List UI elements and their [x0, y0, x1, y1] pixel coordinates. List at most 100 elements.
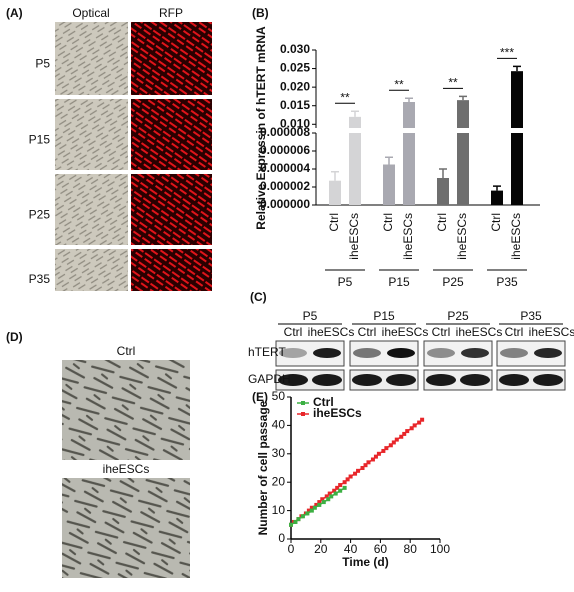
marker — [333, 491, 338, 496]
marker — [317, 500, 322, 505]
significance: ** — [394, 77, 404, 91]
y-tick-label: 0.000008 — [260, 125, 310, 139]
y-tick-label: 40 — [272, 418, 286, 432]
band — [499, 374, 529, 386]
x-tick-label: P25 — [442, 275, 464, 289]
y-tick-label: 50 — [272, 389, 286, 403]
optical-image — [55, 174, 128, 245]
marker — [338, 488, 343, 493]
marker — [335, 485, 340, 490]
y-axis-label: Relative Expressin of hTERT mRNA — [254, 26, 268, 230]
x-tick-label: 40 — [344, 542, 358, 556]
marker — [342, 485, 347, 490]
marker — [345, 477, 350, 482]
y-tick-label: 0 — [278, 531, 285, 545]
band — [460, 374, 490, 386]
error-bar — [459, 95, 467, 101]
bar — [437, 178, 449, 205]
y-tick-label: 10 — [272, 503, 286, 517]
marker — [388, 443, 393, 448]
marker — [381, 448, 386, 453]
band — [313, 348, 341, 358]
band — [386, 374, 416, 386]
group-label: P35 — [520, 309, 542, 323]
significance: ** — [448, 76, 458, 90]
x-tick-label: P15 — [388, 275, 410, 289]
marker — [332, 488, 337, 493]
marker — [391, 440, 396, 445]
x-tick-label: 0 — [288, 542, 295, 556]
bar — [457, 100, 469, 128]
series-label: Ctrl — [435, 213, 449, 232]
error-bar — [493, 185, 501, 191]
image-label: Ctrl — [117, 344, 136, 358]
rfp-image — [131, 22, 212, 95]
marker — [376, 451, 381, 456]
series-label: iheESCs — [455, 213, 469, 260]
optical-image — [55, 249, 128, 291]
marker — [293, 519, 298, 524]
marker — [373, 454, 378, 459]
marker — [327, 491, 332, 496]
marker — [356, 468, 361, 473]
marker — [353, 471, 358, 476]
y-tick-label: 0.030 — [280, 42, 310, 56]
bars-lower — [329, 133, 523, 205]
y-tick-label: 0.020 — [280, 79, 310, 93]
bar — [349, 116, 361, 128]
marker — [324, 494, 329, 499]
x-tick-label: P35 — [496, 275, 518, 289]
marker — [326, 497, 331, 502]
bar — [511, 71, 523, 128]
x-tick-label: 80 — [404, 542, 418, 556]
band — [279, 348, 307, 358]
bar — [403, 102, 415, 128]
marker — [317, 502, 322, 507]
marker — [321, 500, 326, 505]
optical-image — [55, 99, 128, 170]
marker — [305, 511, 310, 516]
series-label: iheESCs — [509, 213, 523, 260]
significance: *** — [500, 46, 514, 60]
optical-image — [55, 22, 128, 95]
marker — [384, 446, 389, 451]
band — [533, 374, 563, 386]
group-label: P25 — [447, 309, 469, 323]
row-label: GAPDH — [248, 372, 291, 386]
group-label: P5 — [303, 309, 318, 323]
band — [387, 348, 415, 358]
band — [352, 374, 382, 386]
bar — [403, 133, 415, 205]
marker — [366, 460, 371, 465]
lane-label: Ctrl — [505, 325, 524, 339]
marker — [348, 474, 353, 479]
row-label: P35 — [29, 272, 51, 286]
image-label: iheESCs — [103, 462, 150, 476]
error-bar — [513, 65, 521, 72]
x-axis-label: Time (d) — [342, 555, 388, 569]
marker — [399, 434, 404, 439]
marker — [417, 420, 422, 425]
y-tick-label: 0.015 — [280, 98, 310, 112]
column-label: Optical — [72, 6, 109, 20]
row-label: hTERT — [248, 345, 286, 359]
x-tick-label: 20 — [314, 542, 328, 556]
band — [534, 348, 562, 358]
rfp-image — [131, 99, 212, 170]
marker — [309, 505, 314, 510]
band — [278, 374, 308, 386]
lane-label: Ctrl — [358, 325, 377, 339]
error-bar — [439, 168, 447, 178]
marker — [338, 483, 343, 488]
lane-label: iheESCs — [382, 325, 429, 339]
marker — [370, 457, 375, 462]
marker — [320, 497, 325, 502]
panel-label: (A) — [6, 6, 23, 20]
marker — [420, 417, 425, 422]
lane-label: iheESCs — [456, 325, 503, 339]
marker — [329, 494, 334, 499]
row-label: P25 — [29, 208, 51, 222]
x-tick-label: 60 — [374, 542, 388, 556]
marker — [312, 505, 317, 510]
